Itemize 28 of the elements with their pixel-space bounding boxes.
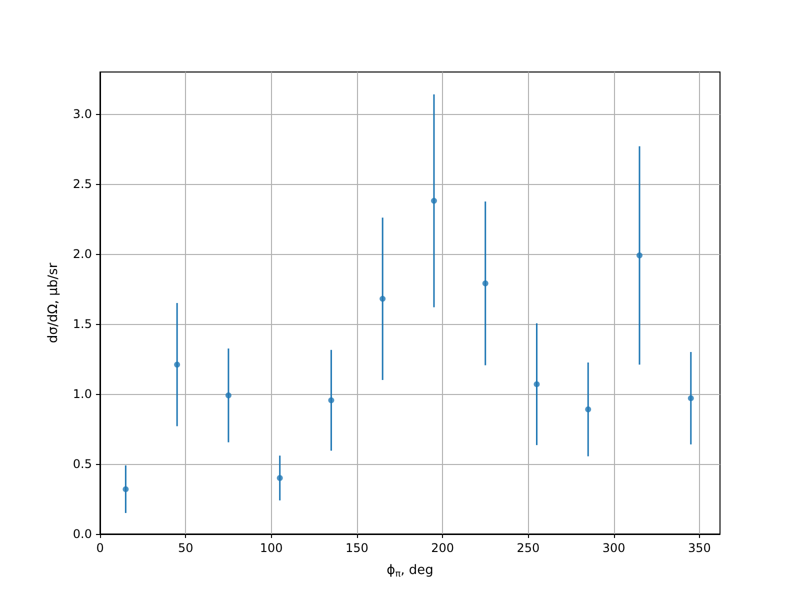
point [225, 392, 232, 398]
point [482, 280, 488, 286]
x-tick-label: 50 [178, 541, 194, 555]
point [636, 252, 643, 258]
y-tick-label: 1.5 [72, 317, 92, 331]
x-tick-label: 200 [431, 541, 454, 555]
y-tick-label: 2.0 [72, 247, 92, 261]
point [122, 486, 129, 492]
point [430, 198, 437, 204]
x-tick-label: 100 [260, 541, 283, 555]
y-tick-label: 2.5 [72, 177, 92, 191]
x-tick-label: 350 [688, 541, 711, 555]
x-tick-label: 250 [516, 541, 540, 555]
point [276, 475, 283, 481]
point [380, 296, 386, 302]
y-tick-label: 3.0 [72, 107, 92, 121]
point [534, 381, 540, 388]
point [688, 395, 694, 402]
y-tick-label: 0.0 [72, 527, 92, 541]
point [174, 362, 180, 368]
y-tick-label: 0.5 [72, 457, 92, 471]
x-tick-label: 300 [602, 541, 626, 555]
x-tick-label: 0 [96, 541, 104, 555]
x-tick-label: 150 [345, 541, 368, 555]
y-axis-title: dσ/dΩ, μb/sr [46, 262, 61, 344]
point [585, 406, 592, 412]
y-tick-label: 1.0 [72, 387, 92, 401]
point [328, 397, 334, 404]
